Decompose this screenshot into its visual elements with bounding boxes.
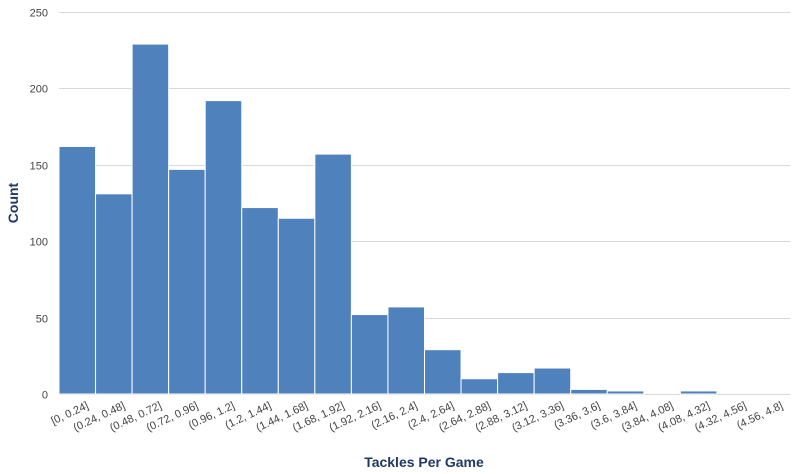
bar-4 — [204, 100, 243, 395]
y-tick-label: 250 — [30, 8, 48, 20]
bar-3 — [168, 168, 206, 395]
bar-11 — [460, 378, 499, 395]
y-axis-title: Count — [5, 182, 21, 223]
x-tick-layer: [0, 0.24](0.24, 0.48](0.48, 0.72](0.72, … — [49, 400, 785, 434]
bar-5 — [241, 207, 279, 395]
bar-13 — [533, 367, 572, 395]
y-tick-label: 0 — [42, 390, 48, 402]
y-tick-label: 200 — [30, 84, 48, 96]
y-tick-label: 100 — [30, 237, 48, 249]
bar-10 — [424, 349, 462, 395]
bar-9 — [387, 306, 426, 395]
bar-6 — [277, 217, 316, 395]
y-tick-label: 50 — [36, 314, 48, 326]
y-tick-layer: 0 50 100 150 200 250 — [30, 8, 48, 402]
bar-layer — [58, 43, 718, 395]
bar-7 — [314, 153, 352, 395]
bar-8 — [350, 314, 389, 395]
bar-2 — [131, 43, 170, 395]
bar-12 — [497, 372, 535, 395]
bar-17 — [679, 390, 718, 395]
y-tick-label: 150 — [30, 161, 48, 173]
x-axis-title: Tackles Per Game — [364, 454, 484, 470]
bar-15 — [606, 390, 645, 395]
bar-14 — [570, 388, 608, 395]
bar-0 — [58, 145, 97, 395]
bar-1 — [95, 193, 133, 395]
